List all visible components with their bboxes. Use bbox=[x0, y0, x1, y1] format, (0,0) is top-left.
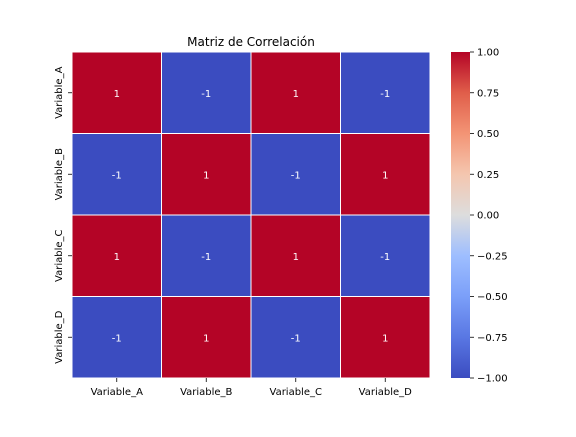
colorbar-tick-label: −0.50 bbox=[477, 292, 508, 303]
colorbar-tick-label: 0.75 bbox=[477, 88, 499, 99]
row-label: Variable_C bbox=[54, 230, 65, 282]
heatmap-cell bbox=[340, 133, 431, 216]
heatmap-cell bbox=[161, 296, 252, 379]
colorbar-tick-label: −0.75 bbox=[477, 333, 508, 344]
chart-title: Matriz de Correlación bbox=[187, 35, 315, 49]
column-label: Variable_C bbox=[270, 387, 322, 398]
heatmap-cell bbox=[340, 214, 431, 297]
cell-value-label: 1 bbox=[114, 89, 120, 100]
heatmap-cell bbox=[340, 296, 431, 379]
heatmap-cell bbox=[71, 133, 162, 216]
cell-value-label: -1 bbox=[291, 170, 301, 181]
cell-value-label: -1 bbox=[112, 333, 122, 344]
colorbar-ticks: 1.00 0.75 0.50 0.25 0.00 −0.25 −0.50 −0.75 −1.00 bbox=[470, 48, 508, 385]
colorbar-tick-label: 0.50 bbox=[477, 129, 499, 140]
heatmap-cell bbox=[161, 51, 252, 134]
row-label: Variable_B bbox=[54, 148, 65, 200]
cell-value-label: 1 bbox=[114, 252, 120, 263]
colorbar-tick-label: −1.00 bbox=[477, 374, 508, 385]
cell-value-label: -1 bbox=[380, 252, 390, 263]
cell-value-label: 1 bbox=[203, 170, 209, 181]
heatmap-cell bbox=[250, 51, 341, 134]
cell-value-label: 1 bbox=[293, 89, 299, 100]
heatmap-cell bbox=[161, 133, 252, 216]
colorbar-tick-label: 0.25 bbox=[477, 170, 499, 181]
cell-value-label: 1 bbox=[203, 333, 209, 344]
cell-value-label: 1 bbox=[382, 333, 388, 344]
row-label: Variable_A bbox=[54, 66, 65, 118]
cell-value-label: 1 bbox=[382, 170, 388, 181]
heatmap-cell bbox=[71, 296, 162, 379]
colorbar-tick-label: −0.25 bbox=[477, 251, 508, 262]
cell-value-label: -1 bbox=[201, 252, 211, 263]
column-label: Variable_D bbox=[359, 387, 412, 398]
heatmap-cell bbox=[340, 51, 431, 134]
row-labels: Variable_A Variable_B Variable_C Variable_D bbox=[54, 66, 72, 364]
colorbar bbox=[451, 52, 470, 378]
row-label: Variable_D bbox=[54, 310, 65, 363]
colorbar-tick-label: 0.00 bbox=[477, 211, 499, 222]
heatmap-cell bbox=[71, 51, 162, 134]
cell-value-label: -1 bbox=[112, 170, 122, 181]
heatmap-cell bbox=[161, 214, 252, 297]
cell-value-label: -1 bbox=[201, 89, 211, 100]
heatmap-cells: 1 -1 1 -1 -1 1 -1 1 1 -1 1 -1 -1 1 -1 1 bbox=[71, 51, 431, 379]
cell-value-label: -1 bbox=[291, 333, 301, 344]
column-label: Variable_A bbox=[91, 387, 143, 398]
colorbar-tick-label: 1.00 bbox=[477, 48, 499, 59]
column-labels: Variable_A Variable_B Variable_C Variable_D bbox=[91, 378, 412, 398]
column-label: Variable_B bbox=[180, 387, 232, 398]
cell-value-label: 1 bbox=[293, 252, 299, 263]
cell-value-label: -1 bbox=[380, 89, 390, 100]
